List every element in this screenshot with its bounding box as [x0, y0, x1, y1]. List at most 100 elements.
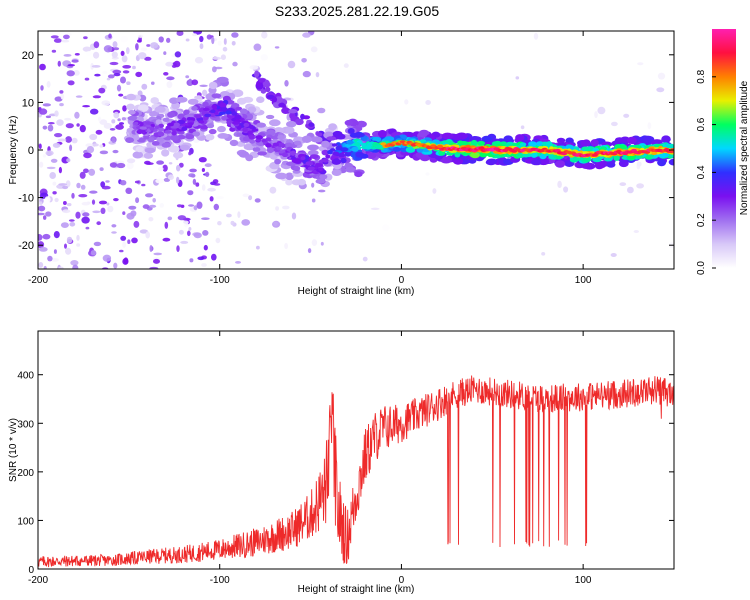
spectrogram-noise-cell [123, 257, 129, 265]
spectrogram-ridge-cell [173, 152, 184, 159]
spectrogram-ridge-cell [594, 162, 605, 170]
spectrogram-noise-cell [113, 73, 121, 77]
spectrogram-ridge-cell [240, 108, 248, 115]
spectrogram-ridge-cell [236, 97, 247, 105]
snr-panel: 0 100 200 300 400 -200 -100 0 100 Height of str… [8, 330, 675, 595]
spectrogram-noise-cell [134, 180, 140, 184]
spectrogram-noise-cell [84, 77, 90, 81]
spectrogram-ridge-cell [613, 155, 620, 161]
spectrogram-noise-cell [242, 193, 250, 198]
spectrogram-noise-cell [141, 183, 146, 187]
spectrogram-noise-cell [636, 183, 644, 189]
spectrogram-ridge-cell [208, 81, 218, 90]
spectrogram-ridge-cell [351, 146, 359, 152]
spectrogram-ridge-cell [477, 140, 486, 146]
spectrogram-ridge-cell [347, 128, 355, 134]
spectrogram-noise-cell [76, 243, 81, 247]
spectrogram-ridge-cell [154, 106, 166, 113]
y-tick-label: 10 [22, 97, 34, 109]
spectrogram-ridge-cell [249, 124, 254, 129]
spectrogram-ridge-cell [242, 127, 248, 132]
spectrogram-noise-cell [130, 210, 137, 217]
spectrogram-noise-cell [82, 105, 90, 108]
spectrogram-branch-cell [281, 107, 290, 114]
y-tick-label: 0 [28, 565, 34, 576]
spectrogram-ridge-cell [188, 122, 194, 126]
spectrogram-noise-cell [177, 215, 187, 221]
spectrogram-noise-cell [90, 108, 99, 115]
spectrogram-ridge-cell [161, 142, 171, 148]
spectrogram-noise-cell [45, 115, 52, 119]
spectrogram-noise-cell [119, 249, 124, 253]
spectrogram-noise-cell [94, 73, 101, 77]
spectrogram-noise-cell [213, 183, 221, 186]
spectrogram-ridge-cell [340, 157, 347, 164]
y-tick-label: 300 [17, 419, 34, 430]
spectrogram-noise-cell [226, 213, 232, 218]
spectrogram-branch-cell [308, 122, 315, 127]
spectrogram-noise-cell [109, 61, 119, 66]
spectrogram-noise-cell [138, 52, 147, 60]
spectrogram-ridge-cell [191, 106, 198, 111]
spectrogram-noise-cell [38, 205, 46, 212]
spectrogram-branch-cell [317, 132, 323, 137]
spectrogram-noise-cell [109, 128, 116, 131]
spectrogram-ridge-cell [204, 113, 212, 118]
spectrogram-noise-cell [254, 198, 261, 203]
spectrogram-ridge-cell [225, 110, 232, 115]
spectrogram-noise-cell [38, 143, 42, 150]
spectrogram-noise-cell [66, 70, 75, 77]
spectrogram-noise-cell [39, 201, 43, 206]
spectrogram-noise-cell [211, 36, 215, 45]
spectrogram-ridge-cell [202, 101, 209, 108]
spectrogram-ridge-cell [251, 128, 259, 132]
spectrogram-noise-cell [99, 150, 109, 155]
spectrogram-ridge-cell [519, 142, 527, 147]
spectrogram-ridge-cell [165, 125, 171, 130]
spectrogram-noise-cell [199, 43, 204, 50]
spectrogram-ridge-cell [133, 135, 140, 141]
spectrogram-noise-cell [176, 164, 181, 172]
spectrogram-noise-cell [52, 191, 57, 195]
spectrogram-ridge-cell [170, 134, 179, 141]
spectrogram-noise-cell [311, 182, 315, 188]
spectrogram-noise-cell [60, 39, 70, 43]
spectrogram-noise-cell [68, 219, 75, 222]
spectrogram-ridge-cell [530, 159, 543, 166]
spectrogram-noise-cell [148, 217, 154, 222]
spectrogram-noise-cell [174, 51, 182, 58]
spectrogram-noise-cell [63, 34, 70, 40]
spectrogram-ridge-cell [540, 157, 550, 165]
spectrogram-noise-cell [46, 166, 56, 170]
spectrogram-noise-cell [256, 96, 265, 103]
spectrogram-noise-cell [43, 265, 47, 269]
spectrogram-noise-cell [122, 105, 127, 112]
snr-x-ticks: -200 -100 0 100 [28, 331, 592, 586]
spectrogram-noise-cell [597, 106, 606, 115]
spectrogram-ridge-cell [315, 178, 326, 184]
spectrogram-ridge-cell [581, 162, 592, 169]
spectrogram-noise-cell [237, 211, 241, 219]
spectrogram-noise-cell [71, 59, 79, 63]
spectrogram-noise-cell [217, 221, 222, 226]
spectrogram-ridge-cell [277, 142, 284, 148]
spectrogram-ridge-cell [301, 135, 312, 143]
spectrogram-noise-cell [79, 171, 86, 179]
chart-title: S233.2025.281.22.19.G05 [275, 3, 439, 19]
spectrogram-noise-cell [102, 71, 108, 74]
spectrogram-noise-cell [82, 46, 92, 52]
spectrogram-noise-cell [132, 65, 136, 70]
spectrogram-noise-cell [215, 237, 221, 244]
spectrogram-ridge-cell [125, 137, 135, 144]
spectrogram-ridge-cell [307, 149, 319, 156]
spectrogram-noise-cell [178, 162, 184, 168]
spectrogram-ridge-cell [157, 131, 165, 137]
spectrogram-noise-cell [89, 190, 98, 194]
spectrogram-noise-cell [425, 100, 431, 105]
spectrogram-noise-cell [112, 41, 118, 48]
spectrogram-noise-cell [100, 207, 106, 214]
spectrogram-noise-cell [98, 200, 108, 205]
spectrogram-noise-cell [140, 47, 148, 52]
spectrogram-noise-cell [79, 124, 86, 133]
spectrogram-noise-cell [109, 162, 118, 168]
